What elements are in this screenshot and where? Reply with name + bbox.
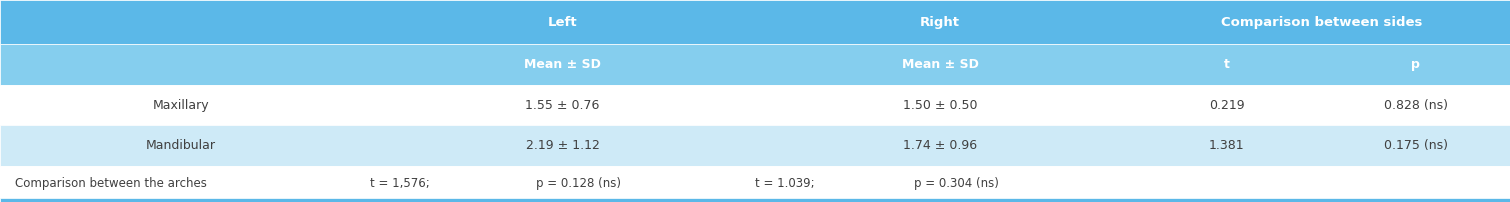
Text: 1.381: 1.381 (1210, 139, 1244, 152)
Text: 0.219: 0.219 (1210, 99, 1244, 112)
FancyBboxPatch shape (0, 125, 1510, 166)
Text: 2.19 ± 1.12: 2.19 ± 1.12 (525, 139, 599, 152)
Text: Left: Left (548, 16, 577, 29)
Text: t = 1.039;: t = 1.039; (755, 177, 814, 190)
Text: 0.828 (ns): 0.828 (ns) (1383, 99, 1448, 112)
Text: Comparison between sides: Comparison between sides (1220, 16, 1422, 29)
FancyBboxPatch shape (0, 44, 1510, 85)
Text: Mean ± SD: Mean ± SD (524, 58, 601, 71)
Text: 1.50 ± 0.50: 1.50 ± 0.50 (903, 99, 977, 112)
Text: p: p (1412, 58, 1419, 71)
Text: p = 0.128 (ns): p = 0.128 (ns) (536, 177, 621, 190)
Text: Mean ± SD: Mean ± SD (901, 58, 978, 71)
Text: p = 0.304 (ns): p = 0.304 (ns) (914, 177, 998, 190)
Text: t = 1,576;: t = 1,576; (370, 177, 430, 190)
Text: 1.74 ± 0.96: 1.74 ± 0.96 (903, 139, 977, 152)
Text: 0.175 (ns): 0.175 (ns) (1383, 139, 1448, 152)
Text: Comparison between the arches: Comparison between the arches (15, 177, 207, 190)
FancyBboxPatch shape (0, 0, 1510, 44)
FancyBboxPatch shape (0, 85, 1510, 125)
FancyBboxPatch shape (0, 198, 1510, 202)
Text: 1.55 ± 0.76: 1.55 ± 0.76 (525, 99, 599, 112)
Text: Right: Right (920, 16, 960, 29)
Text: Maxillary: Maxillary (153, 99, 210, 112)
Text: t: t (1225, 58, 1229, 71)
Text: Mandibular: Mandibular (146, 139, 216, 152)
FancyBboxPatch shape (0, 166, 1510, 202)
